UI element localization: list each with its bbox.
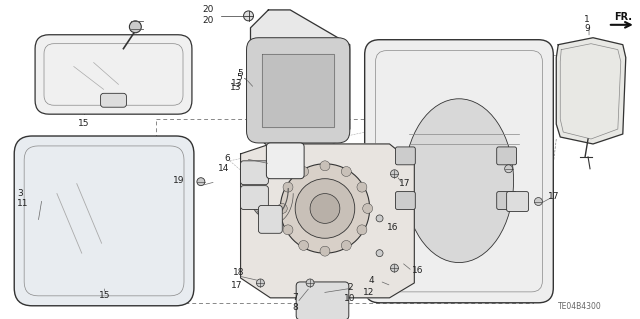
FancyBboxPatch shape [365, 40, 554, 303]
Circle shape [244, 11, 253, 21]
Text: 11: 11 [17, 198, 29, 208]
Text: 10: 10 [344, 294, 356, 303]
Text: 12: 12 [364, 288, 374, 297]
FancyBboxPatch shape [296, 282, 349, 319]
Circle shape [534, 197, 542, 205]
Text: 19: 19 [173, 176, 184, 185]
Text: 15: 15 [78, 119, 90, 128]
Polygon shape [262, 54, 334, 127]
FancyBboxPatch shape [497, 147, 516, 165]
Circle shape [306, 279, 314, 287]
Text: 8: 8 [292, 303, 298, 312]
Text: 15: 15 [99, 291, 110, 300]
FancyBboxPatch shape [497, 192, 516, 210]
FancyBboxPatch shape [396, 147, 415, 165]
Circle shape [277, 204, 287, 213]
Polygon shape [241, 144, 414, 298]
Circle shape [376, 215, 383, 222]
Text: 13: 13 [231, 79, 243, 88]
Circle shape [299, 167, 308, 176]
Text: 16: 16 [412, 266, 424, 275]
Circle shape [390, 264, 399, 272]
Polygon shape [556, 38, 626, 144]
FancyBboxPatch shape [266, 143, 304, 179]
Text: 5: 5 [237, 69, 243, 78]
FancyBboxPatch shape [507, 192, 529, 211]
Text: 6: 6 [224, 154, 230, 163]
Circle shape [320, 246, 330, 256]
Circle shape [357, 182, 367, 192]
Text: 9: 9 [584, 24, 590, 33]
Circle shape [310, 194, 340, 223]
Text: 20: 20 [202, 16, 214, 25]
Text: FR.: FR. [614, 12, 632, 22]
Text: TE04B4300: TE04B4300 [558, 302, 602, 311]
Ellipse shape [404, 99, 513, 263]
Circle shape [357, 225, 367, 235]
Text: 17: 17 [231, 281, 243, 290]
Circle shape [257, 279, 264, 287]
Text: 17: 17 [548, 192, 560, 201]
Circle shape [505, 165, 513, 173]
FancyBboxPatch shape [241, 186, 268, 210]
Circle shape [129, 21, 141, 33]
Circle shape [341, 241, 351, 250]
Circle shape [295, 179, 355, 238]
Bar [156, 119, 534, 303]
Text: 4: 4 [372, 273, 378, 282]
Circle shape [283, 225, 293, 235]
Text: 13: 13 [230, 83, 241, 93]
Polygon shape [250, 10, 350, 147]
Text: 7: 7 [292, 293, 298, 302]
FancyBboxPatch shape [396, 192, 415, 210]
Text: 12: 12 [366, 286, 378, 294]
FancyBboxPatch shape [259, 205, 282, 233]
Text: 16: 16 [387, 223, 398, 232]
Circle shape [320, 161, 330, 171]
Text: 20: 20 [202, 5, 214, 14]
FancyBboxPatch shape [14, 136, 194, 306]
Text: 1: 1 [584, 15, 590, 24]
Circle shape [390, 170, 399, 178]
Circle shape [299, 241, 308, 250]
Text: 14: 14 [218, 164, 230, 173]
FancyBboxPatch shape [35, 35, 192, 114]
Circle shape [376, 250, 383, 256]
Circle shape [280, 164, 370, 253]
FancyBboxPatch shape [246, 38, 350, 143]
FancyBboxPatch shape [100, 93, 127, 107]
Text: 18: 18 [233, 268, 244, 277]
Text: 5: 5 [236, 73, 241, 83]
Text: 4: 4 [369, 276, 374, 285]
Circle shape [197, 178, 205, 186]
Text: 3: 3 [17, 189, 23, 198]
Circle shape [341, 167, 351, 176]
Text: 2: 2 [347, 283, 353, 292]
Text: 17: 17 [399, 179, 411, 188]
FancyBboxPatch shape [241, 161, 268, 185]
Circle shape [283, 182, 293, 192]
Circle shape [363, 204, 372, 213]
